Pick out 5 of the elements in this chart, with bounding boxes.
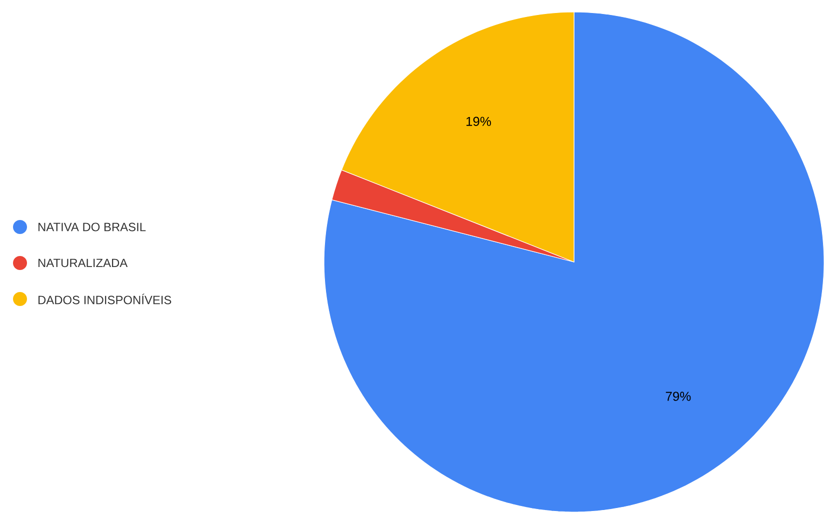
data-label: 19%	[466, 116, 491, 126]
legend-label: DADOS INDISPONÍVEIS	[38, 294, 172, 304]
data-label: 79%	[666, 392, 691, 401]
legend-label: NATURALIZADA	[38, 258, 128, 268]
legend-label: NATIVA DO BRASIL	[38, 222, 146, 232]
